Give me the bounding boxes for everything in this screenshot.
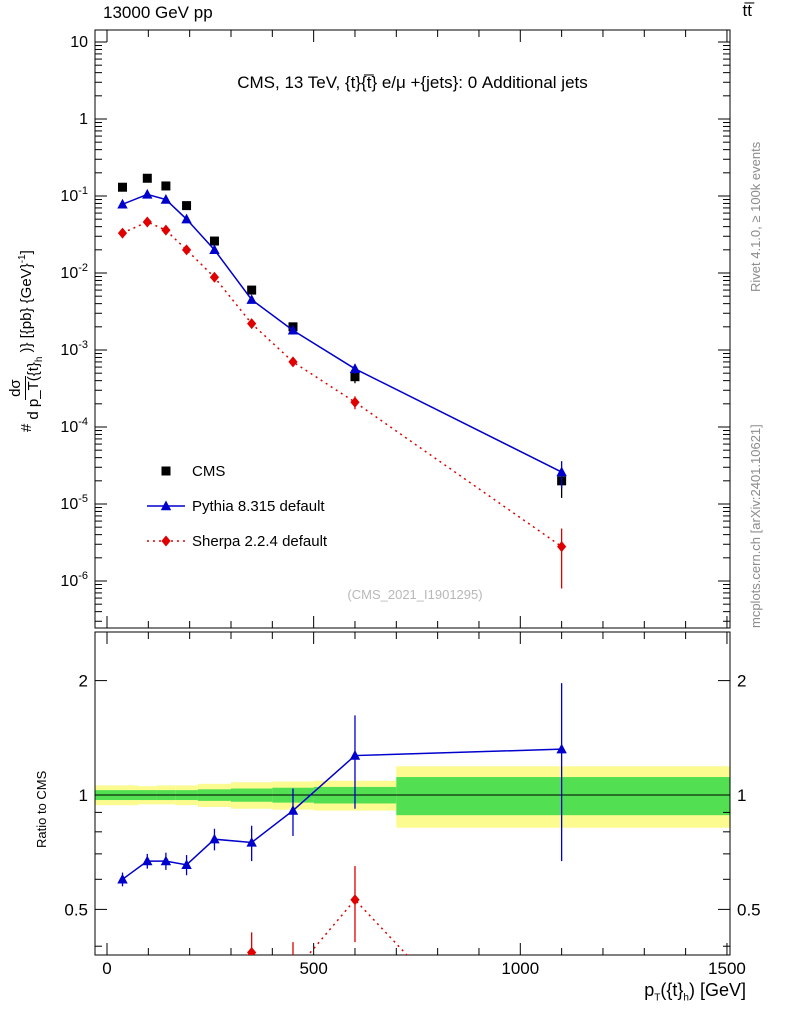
svg-text:2: 2 xyxy=(79,672,88,691)
svg-text:1000: 1000 xyxy=(501,959,539,978)
legend-label-pythia-8-315-default: Pythia 8.315 default xyxy=(192,498,325,515)
rivet-version-label: Rivet 4.1.0, ≥ 100k events xyxy=(748,141,763,292)
svg-text:500: 500 xyxy=(299,959,327,978)
svg-text:2: 2 xyxy=(737,672,746,691)
beam-energy-label: 13000 GeV pp xyxy=(103,3,213,22)
axis-tick-labels: 10 1 10-1 10-2 10-3 10-4 10-5 10-6 0.5 0.5 1 1 2 2 0 50… xyxy=(60,34,760,978)
svg-text:0.5: 0.5 xyxy=(64,900,88,919)
series-sherpa-2-2-4-default xyxy=(117,216,567,589)
svg-text:0: 0 xyxy=(102,959,111,978)
svg-text:10-6: 10-6 xyxy=(60,570,88,590)
svg-text:0.5: 0.5 xyxy=(737,900,761,919)
legend: CMS Pythia 8.315 default Sherpa 2.2.4 defa… xyxy=(147,463,328,550)
svg-text:1: 1 xyxy=(79,786,88,805)
svg-text:10-4: 10-4 xyxy=(60,416,88,436)
y-axis-title-units: )} [{pb} {GeV}-1] xyxy=(17,250,36,353)
svg-text:10-5: 10-5 xyxy=(60,493,88,513)
legend-label-sherpa-2-2-4-default: Sherpa 2.2.4 default xyxy=(192,533,328,550)
y-axis-title-prefix: # xyxy=(17,423,35,432)
svg-text:10-1: 10-1 xyxy=(60,185,88,205)
panel-frames xyxy=(94,29,731,956)
ratio-axis-title: Ratio to CMS xyxy=(34,770,49,848)
y-axis-title: # dσ d p_T({t}h )} [{pb} {GeV}-1] xyxy=(7,250,45,432)
axis-ticks xyxy=(95,30,730,955)
analysis-id-watermark: (CMS_2021_I1901295) xyxy=(347,587,482,602)
svg-text:10: 10 xyxy=(70,34,88,51)
x-axis-title: pT({t}h) [GeV] xyxy=(644,980,746,1004)
svg-text:10-2: 10-2 xyxy=(60,262,88,282)
svg-text:10-3: 10-3 xyxy=(60,339,88,359)
plot-title: CMS, 13 TeV, {t}{t̅} e/μ +{jets}: 0 Addi… xyxy=(237,73,588,92)
mcplots-credit-label: mcplots.cern.ch [arXiv:2401.10621] xyxy=(748,424,763,628)
series-pythia-8-315-default xyxy=(117,188,567,489)
ratio-series-sherpa-2-2-4-default xyxy=(246,866,408,955)
process-label: tt̅ xyxy=(742,1,752,20)
ratio-series-pythia-8-315-default xyxy=(117,683,567,887)
svg-text:1: 1 xyxy=(737,786,746,805)
legend-label-cms: CMS xyxy=(192,463,225,480)
ratio-uncertainty-bands xyxy=(95,766,730,828)
y-axis-title-fraction: dσ d p_T({t}h xyxy=(7,356,45,420)
svg-text:1: 1 xyxy=(79,111,88,128)
svg-text:1500: 1500 xyxy=(708,959,746,978)
